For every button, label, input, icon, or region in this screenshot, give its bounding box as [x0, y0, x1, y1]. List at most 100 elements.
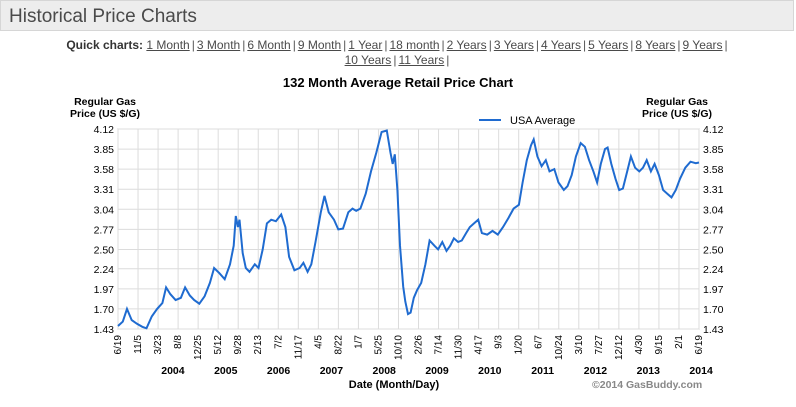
- quick-link-6-month[interactable]: 6 Month: [247, 38, 291, 52]
- legend-label-usa-average: USA Average: [510, 115, 575, 127]
- quick-link-10-years[interactable]: 10 Years: [344, 53, 392, 67]
- link-separator: |: [535, 38, 539, 52]
- y-tick-label-left: 3.85: [94, 144, 115, 156]
- x-tick-label: 7/2: [273, 335, 284, 349]
- quick-link-5-years[interactable]: 5 Years: [588, 38, 629, 52]
- y-axis-label-right: Regular Gas Price (US $/G): [641, 96, 713, 120]
- x-tick-label: 9/3: [494, 335, 505, 349]
- link-separator: |: [343, 38, 347, 52]
- year-label: 2008: [373, 365, 397, 377]
- y-tick-label-right: 1.97: [703, 284, 724, 296]
- x-tick-label: 10/10: [393, 335, 404, 360]
- y-tick-label-right: 2.77: [703, 224, 724, 236]
- quick-link-1-year[interactable]: 1 Year: [348, 38, 383, 52]
- link-separator: |: [384, 38, 388, 52]
- x-tick-label: 7/27: [594, 335, 605, 355]
- y-tick-label-right: 3.31: [703, 184, 724, 196]
- quick-link-2-years[interactable]: 2 Years: [446, 38, 487, 52]
- y-tick-label-right: 3.04: [703, 204, 724, 216]
- x-axis-title: Date (Month/Day): [349, 379, 440, 391]
- x-tick-label: 9/15: [654, 335, 665, 355]
- quick-link-18-month[interactable]: 18 month: [389, 38, 440, 52]
- y-tick-label-right: 1.43: [703, 324, 724, 336]
- y-tick-label-left: 3.31: [94, 184, 115, 196]
- y-tick-label-left: 4.12: [94, 124, 115, 136]
- x-tick-label: 6/19: [113, 335, 124, 355]
- x-tick-label: 11/30: [454, 335, 465, 360]
- year-label: 2013: [637, 365, 661, 377]
- quick-link-1-month[interactable]: 1 Month: [146, 38, 190, 52]
- x-tick-label: 2/13: [253, 335, 264, 355]
- x-tick-label: 2/26: [414, 335, 425, 355]
- year-label: 2012: [584, 365, 608, 377]
- x-tick-label: 4/30: [634, 335, 645, 355]
- x-tick-label: 5/25: [373, 335, 384, 355]
- quick-link-3-years[interactable]: 3 Years: [493, 38, 534, 52]
- link-separator: |: [488, 38, 492, 52]
- series-line-usa-average: [117, 129, 700, 330]
- year-label: 2011: [531, 365, 554, 377]
- year-label: 2014: [689, 365, 713, 377]
- y-tick-label-left: 1.97: [94, 284, 115, 296]
- x-tick-label: 10/24: [554, 335, 565, 360]
- year-label: 2005: [214, 365, 238, 377]
- quick-link-8-years[interactable]: 8 Years: [635, 38, 676, 52]
- quick-charts-row-2: 10 Years | 11 Years |: [0, 53, 796, 67]
- x-tick-label: 11/5: [133, 335, 144, 354]
- quick-link-3-month[interactable]: 3 Month: [196, 38, 241, 52]
- page-header: Historical Price Charts: [0, 0, 794, 31]
- y-tick-label-left: 1.70: [94, 304, 115, 316]
- quick-charts-label: Quick charts:: [66, 38, 144, 52]
- y-tick-label-left: 1.43: [94, 324, 115, 336]
- year-label: 2006: [267, 365, 291, 377]
- year-label: 2009: [425, 365, 449, 377]
- x-tick-label: 6/7: [534, 335, 545, 349]
- y-tick-label-right: 4.12: [703, 124, 724, 136]
- link-separator: |: [441, 38, 445, 52]
- link-separator: |: [630, 38, 634, 52]
- link-separator: |: [292, 38, 296, 52]
- quick-link-9-years[interactable]: 9 Years: [682, 38, 723, 52]
- y-tick-label-right: 1.70: [703, 304, 724, 316]
- y-tick-label-right: 3.58: [703, 164, 724, 176]
- y-tick-label-left: 3.04: [94, 204, 115, 216]
- link-separator: |: [393, 53, 397, 67]
- link-separator: |: [724, 38, 728, 52]
- copyright-text: ©2014 GasBuddy.com: [592, 379, 702, 391]
- x-tick-label: 2/1: [674, 335, 685, 349]
- y-tick-label-right: 3.85: [703, 144, 724, 156]
- x-tick-label: 7/14: [434, 335, 445, 355]
- y-tick-label-left: 2.77: [94, 224, 115, 236]
- year-label: 2004: [161, 365, 185, 377]
- x-tick-label: 1/20: [514, 335, 525, 355]
- quick-link-9-month[interactable]: 9 Month: [297, 38, 342, 52]
- x-tick-label: 4/5: [313, 335, 324, 349]
- y-tick-label-right: 2.24: [703, 264, 724, 276]
- x-tick-label: 3/10: [574, 335, 585, 355]
- x-tick-label: 5/12: [213, 335, 224, 355]
- y-tick-label-left: 3.58: [94, 164, 115, 176]
- quick-link-4-years[interactable]: 4 Years: [540, 38, 582, 52]
- page-title: Historical Price Charts: [9, 6, 197, 27]
- year-label: 2010: [478, 365, 502, 377]
- y-axis-label-left: Regular Gas Price (US $/G): [69, 96, 141, 120]
- quick-charts-row-1: Quick charts: 1 Month | 3 Month | 6 Month | 9 …: [0, 38, 796, 52]
- x-tick-label: 3/23: [153, 335, 164, 355]
- link-separator: |: [242, 38, 246, 52]
- y-tick-label-left: 2.50: [94, 244, 115, 256]
- x-tick-label: 8/22: [333, 335, 344, 355]
- link-separator: |: [446, 53, 450, 67]
- x-tick-label: 12/25: [193, 335, 204, 360]
- link-separator: |: [677, 38, 681, 52]
- chart-title: 132 Month Average Retail Price Chart: [282, 75, 514, 90]
- x-tick-label: 12/12: [614, 335, 625, 360]
- link-separator: |: [583, 38, 587, 52]
- link-separator: |: [191, 38, 195, 52]
- x-tick-label: 6/19: [694, 335, 705, 355]
- x-tick-label: 1/7: [353, 335, 364, 349]
- x-tick-label: 8/8: [173, 335, 184, 349]
- x-tick-label: 4/17: [474, 335, 485, 355]
- quick-link-11-years[interactable]: 11 Years: [398, 53, 445, 67]
- y-tick-label-left: 2.24: [94, 264, 115, 276]
